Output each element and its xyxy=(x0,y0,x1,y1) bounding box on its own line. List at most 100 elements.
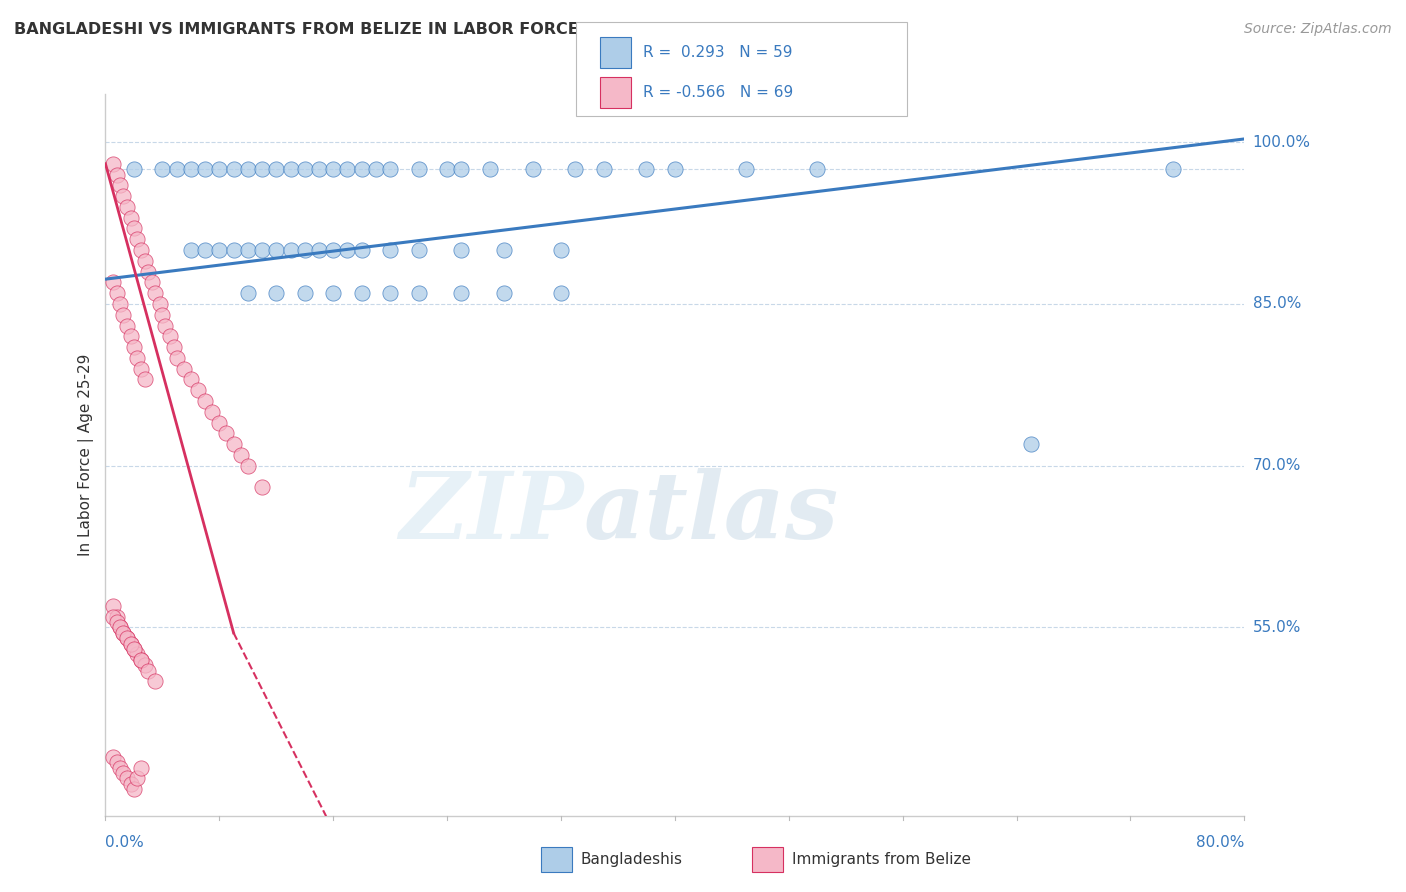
Point xyxy=(492,243,515,257)
Point xyxy=(101,609,124,624)
Point xyxy=(129,243,152,257)
Point xyxy=(180,372,202,386)
Point xyxy=(450,286,472,301)
Point xyxy=(236,458,259,473)
Point xyxy=(148,297,170,311)
Point xyxy=(115,632,138,646)
Point xyxy=(105,286,128,301)
Point xyxy=(129,361,152,376)
Point xyxy=(201,405,224,419)
Point xyxy=(350,162,373,177)
Point xyxy=(111,308,134,322)
Point xyxy=(105,615,128,629)
Point xyxy=(173,361,195,376)
Text: Bangladeshis: Bangladeshis xyxy=(581,853,683,867)
Point xyxy=(250,480,273,494)
Point xyxy=(550,243,572,257)
Point xyxy=(322,162,344,177)
Point xyxy=(735,162,758,177)
Text: 0.0%: 0.0% xyxy=(105,835,145,850)
Point xyxy=(143,286,166,301)
Point xyxy=(180,243,202,257)
Text: atlas: atlas xyxy=(583,467,839,558)
Point xyxy=(636,162,658,177)
Text: BANGLADESHI VS IMMIGRANTS FROM BELIZE IN LABOR FORCE | AGE 25-29 CORRELATION CHA: BANGLADESHI VS IMMIGRANTS FROM BELIZE IN… xyxy=(14,22,887,38)
Point xyxy=(194,243,217,257)
Point xyxy=(166,351,188,365)
Text: 85.0%: 85.0% xyxy=(1253,296,1301,311)
Point xyxy=(236,243,259,257)
Point xyxy=(134,253,156,268)
Point xyxy=(215,426,238,441)
Point xyxy=(141,276,163,290)
Point xyxy=(111,766,134,780)
Point xyxy=(115,632,138,646)
Point xyxy=(115,200,138,214)
Point xyxy=(564,162,586,177)
Point xyxy=(222,162,245,177)
Point xyxy=(120,637,142,651)
Point xyxy=(159,329,181,343)
Text: 55.0%: 55.0% xyxy=(1253,620,1301,635)
Point xyxy=(350,243,373,257)
Point xyxy=(322,243,344,257)
Point xyxy=(180,162,202,177)
Point xyxy=(105,609,128,624)
Point xyxy=(350,286,373,301)
Point xyxy=(108,620,131,634)
Point xyxy=(194,394,217,409)
Point xyxy=(450,243,472,257)
Point xyxy=(166,162,188,177)
Point xyxy=(1161,162,1184,177)
Point xyxy=(163,340,186,354)
Point xyxy=(136,664,159,678)
Point xyxy=(664,162,686,177)
Point xyxy=(264,243,288,257)
Point xyxy=(108,178,131,193)
Text: Immigrants from Belize: Immigrants from Belize xyxy=(792,853,970,867)
Point xyxy=(122,782,145,797)
Point xyxy=(378,243,402,257)
Point xyxy=(208,243,231,257)
Text: Source: ZipAtlas.com: Source: ZipAtlas.com xyxy=(1244,22,1392,37)
Point xyxy=(143,674,166,689)
Point xyxy=(125,772,148,786)
Point xyxy=(364,162,387,177)
Point xyxy=(101,276,124,290)
Point xyxy=(120,777,142,791)
Point xyxy=(208,416,231,430)
Text: ZIP: ZIP xyxy=(399,467,583,558)
Point xyxy=(108,297,131,311)
Point xyxy=(478,162,501,177)
Point xyxy=(101,750,124,764)
Point xyxy=(134,658,156,673)
Point xyxy=(250,162,273,177)
Point xyxy=(125,232,148,246)
Point xyxy=(108,761,131,775)
Point xyxy=(120,329,142,343)
Point xyxy=(115,772,138,786)
Point xyxy=(408,162,430,177)
Point xyxy=(264,286,288,301)
Text: 80.0%: 80.0% xyxy=(1197,835,1244,850)
Point xyxy=(101,157,124,171)
Point xyxy=(115,318,138,333)
Point xyxy=(134,372,156,386)
Point xyxy=(250,243,273,257)
Point xyxy=(294,243,316,257)
Point xyxy=(111,625,134,640)
Point xyxy=(522,162,544,177)
Point xyxy=(122,221,145,235)
Point xyxy=(322,286,344,301)
Point xyxy=(222,437,245,451)
Point xyxy=(155,318,177,333)
Point xyxy=(122,162,145,177)
Point xyxy=(550,286,572,301)
Point xyxy=(592,162,614,177)
Point xyxy=(101,599,124,613)
Point xyxy=(1019,437,1042,451)
Text: R = -0.566   N = 69: R = -0.566 N = 69 xyxy=(643,86,793,101)
Point xyxy=(492,286,515,301)
Point xyxy=(105,756,128,770)
Point xyxy=(194,162,217,177)
